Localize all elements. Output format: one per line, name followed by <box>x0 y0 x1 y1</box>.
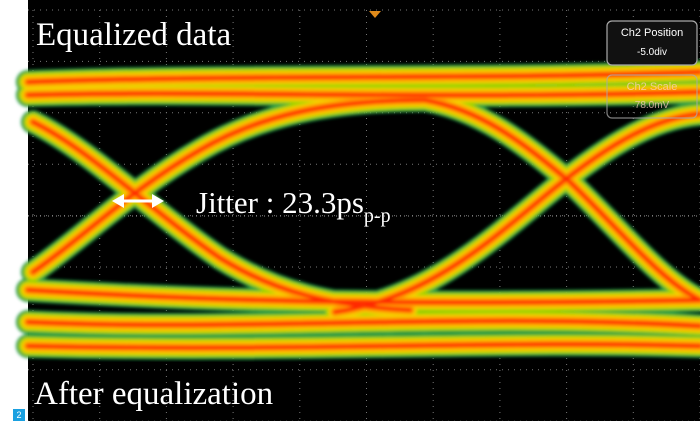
top-label: Equalized data <box>36 17 232 53</box>
trace <box>31 120 412 312</box>
scale-title: Ch2 Scale <box>627 81 678 93</box>
trace <box>423 98 700 302</box>
trace <box>26 70 700 84</box>
jitter-value: Jitter : 23.3ps <box>196 185 364 220</box>
trace <box>26 342 700 350</box>
jitter-label: Jitter : 23.3psp-p <box>196 185 391 227</box>
channel-badge: 2 <box>16 410 21 420</box>
channel-badge-box <box>13 409 25 421</box>
scale-box: Ch2 Scale 78.0mV <box>606 74 698 119</box>
position-value: -5.0div <box>637 47 667 58</box>
trace <box>26 288 700 305</box>
trace <box>31 98 427 274</box>
jitter-arrow <box>112 194 164 208</box>
position-title: Ch2 Position <box>621 27 683 39</box>
scale-value: 78.0mV <box>635 100 670 111</box>
trigger-marker <box>369 11 381 18</box>
trace <box>333 112 700 314</box>
trace <box>26 90 700 98</box>
eye-diagram <box>16 60 700 360</box>
position-box: Ch2 Position -5.0div <box>606 20 698 66</box>
jitter-subscript: p-p <box>364 205 391 227</box>
trace <box>26 318 700 328</box>
bottom-label: After equalization <box>34 376 273 412</box>
